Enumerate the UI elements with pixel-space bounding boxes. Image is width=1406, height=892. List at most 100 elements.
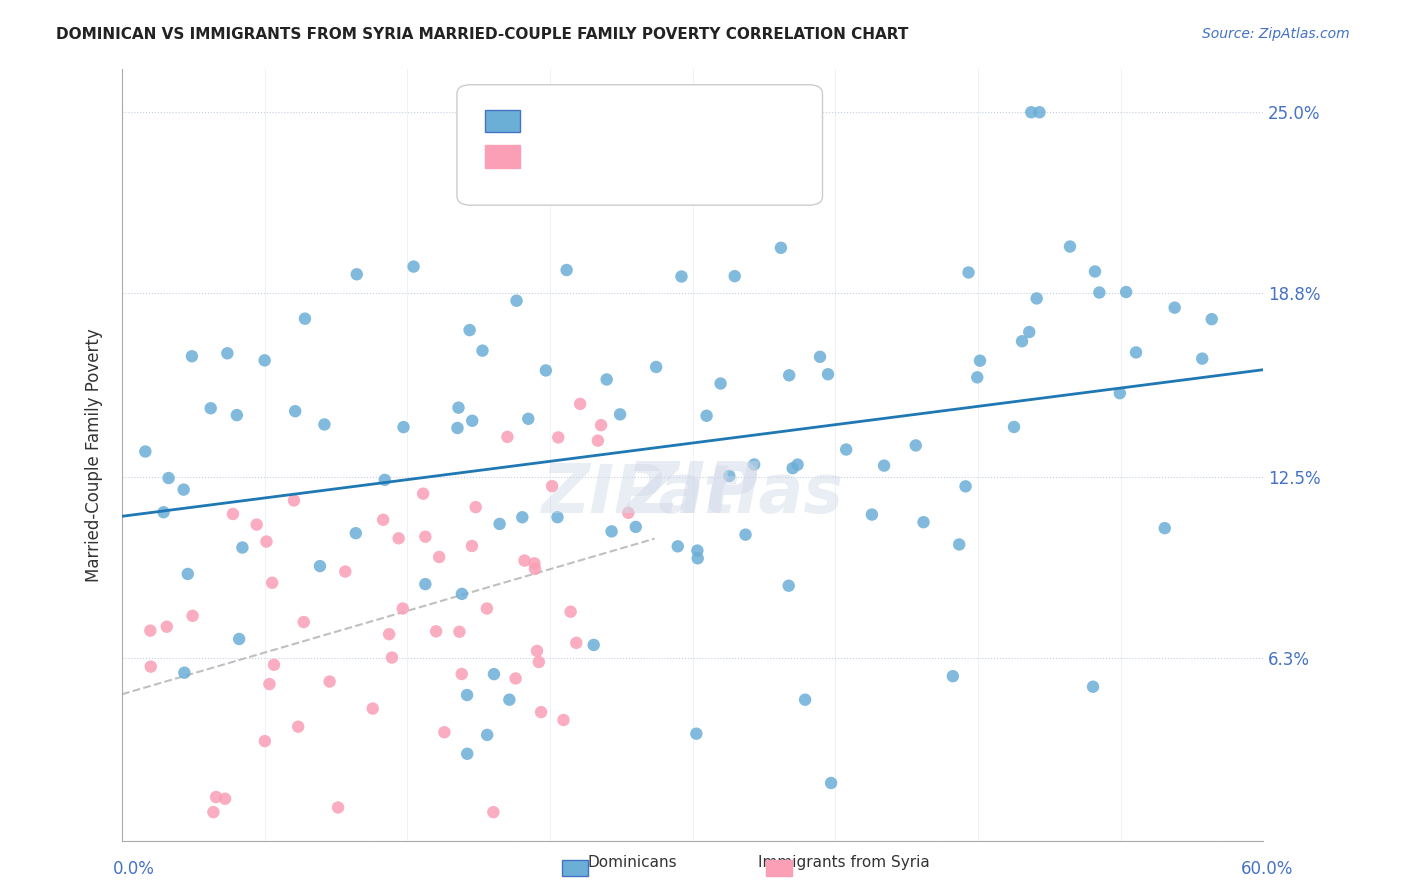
- Point: [259, 677, 281, 691]
- Point: [860, 508, 883, 522]
- Text: Dominicans: Dominicans: [588, 855, 678, 870]
- Point: [1059, 239, 1081, 253]
- Point: [181, 608, 204, 623]
- Point: [800, 105, 823, 120]
- Point: [222, 507, 245, 521]
- Point: [942, 669, 965, 683]
- Point: [1108, 386, 1130, 401]
- Text: DOMINICAN VS IMMIGRANTS FROM SYRIA MARRIED-COUPLE FAMILY POVERTY CORRELATION CHA: DOMINICAN VS IMMIGRANTS FROM SYRIA MARRI…: [56, 27, 908, 42]
- Point: [786, 458, 808, 472]
- Point: [314, 417, 336, 432]
- Point: [471, 343, 494, 358]
- Point: [527, 655, 550, 669]
- Point: [966, 370, 988, 384]
- Point: [1191, 351, 1213, 366]
- Point: [710, 376, 733, 391]
- Point: [523, 557, 546, 571]
- Point: [346, 267, 368, 281]
- Point: [214, 791, 236, 805]
- Point: [1028, 105, 1050, 120]
- Point: [318, 674, 340, 689]
- Point: [553, 713, 575, 727]
- Point: [256, 534, 278, 549]
- Text: ZIP: ZIP: [627, 459, 759, 528]
- Point: [686, 551, 709, 566]
- Point: [498, 692, 520, 706]
- Point: [262, 575, 284, 590]
- Point: [225, 408, 247, 422]
- Text: 0.441: 0.441: [562, 112, 614, 129]
- Point: [456, 688, 478, 702]
- Point: [1018, 325, 1040, 339]
- Point: [794, 692, 817, 706]
- Point: [246, 517, 269, 532]
- Point: [433, 725, 456, 739]
- Point: [475, 728, 498, 742]
- Point: [969, 353, 991, 368]
- Point: [1125, 345, 1147, 359]
- Point: [948, 537, 970, 551]
- Point: [591, 418, 613, 433]
- Point: [645, 359, 668, 374]
- Point: [378, 627, 401, 641]
- Point: [957, 265, 980, 279]
- Text: N =: N =: [623, 147, 659, 165]
- Point: [361, 701, 384, 715]
- Point: [742, 458, 765, 472]
- Point: [381, 650, 404, 665]
- Text: R =: R =: [527, 147, 564, 165]
- Point: [724, 269, 747, 284]
- Point: [617, 506, 640, 520]
- Y-axis label: Married-Couple Family Poverty: Married-Couple Family Poverty: [86, 328, 103, 582]
- Point: [873, 458, 896, 473]
- Point: [335, 565, 357, 579]
- Point: [808, 350, 831, 364]
- Text: 96: 96: [657, 112, 679, 129]
- Point: [374, 473, 396, 487]
- Point: [415, 530, 437, 544]
- Point: [456, 747, 478, 761]
- Point: [391, 601, 413, 615]
- Point: [820, 776, 842, 790]
- Point: [1011, 334, 1033, 349]
- Point: [696, 409, 718, 423]
- Point: [955, 479, 977, 493]
- Point: [624, 520, 647, 534]
- Point: [309, 559, 332, 574]
- Point: [388, 532, 411, 546]
- Point: [1025, 292, 1047, 306]
- Point: [1153, 521, 1175, 535]
- Point: [412, 486, 434, 500]
- Point: [157, 471, 180, 485]
- Point: [283, 493, 305, 508]
- Text: 60.0%: 60.0%: [1241, 860, 1294, 878]
- Point: [228, 632, 250, 646]
- Point: [402, 260, 425, 274]
- Point: [461, 414, 484, 428]
- Point: [173, 483, 195, 497]
- Point: [475, 601, 498, 615]
- Point: [547, 510, 569, 524]
- Point: [253, 734, 276, 748]
- Point: [769, 241, 792, 255]
- Point: [488, 516, 510, 531]
- Point: [600, 524, 623, 539]
- Point: [734, 527, 756, 541]
- Point: [526, 644, 548, 658]
- Point: [505, 672, 527, 686]
- Point: [287, 720, 309, 734]
- Point: [530, 705, 553, 719]
- Point: [1088, 285, 1111, 300]
- Point: [231, 541, 253, 555]
- Point: [586, 434, 609, 448]
- Point: [461, 539, 484, 553]
- Point: [609, 408, 631, 422]
- Text: Immigrants from Syria: Immigrants from Syria: [758, 855, 929, 870]
- Point: [496, 430, 519, 444]
- Point: [482, 667, 505, 681]
- Point: [505, 293, 527, 308]
- Point: [446, 421, 468, 435]
- Point: [510, 510, 533, 524]
- Point: [778, 368, 800, 383]
- Text: ZIPatlas: ZIPatlas: [541, 460, 844, 526]
